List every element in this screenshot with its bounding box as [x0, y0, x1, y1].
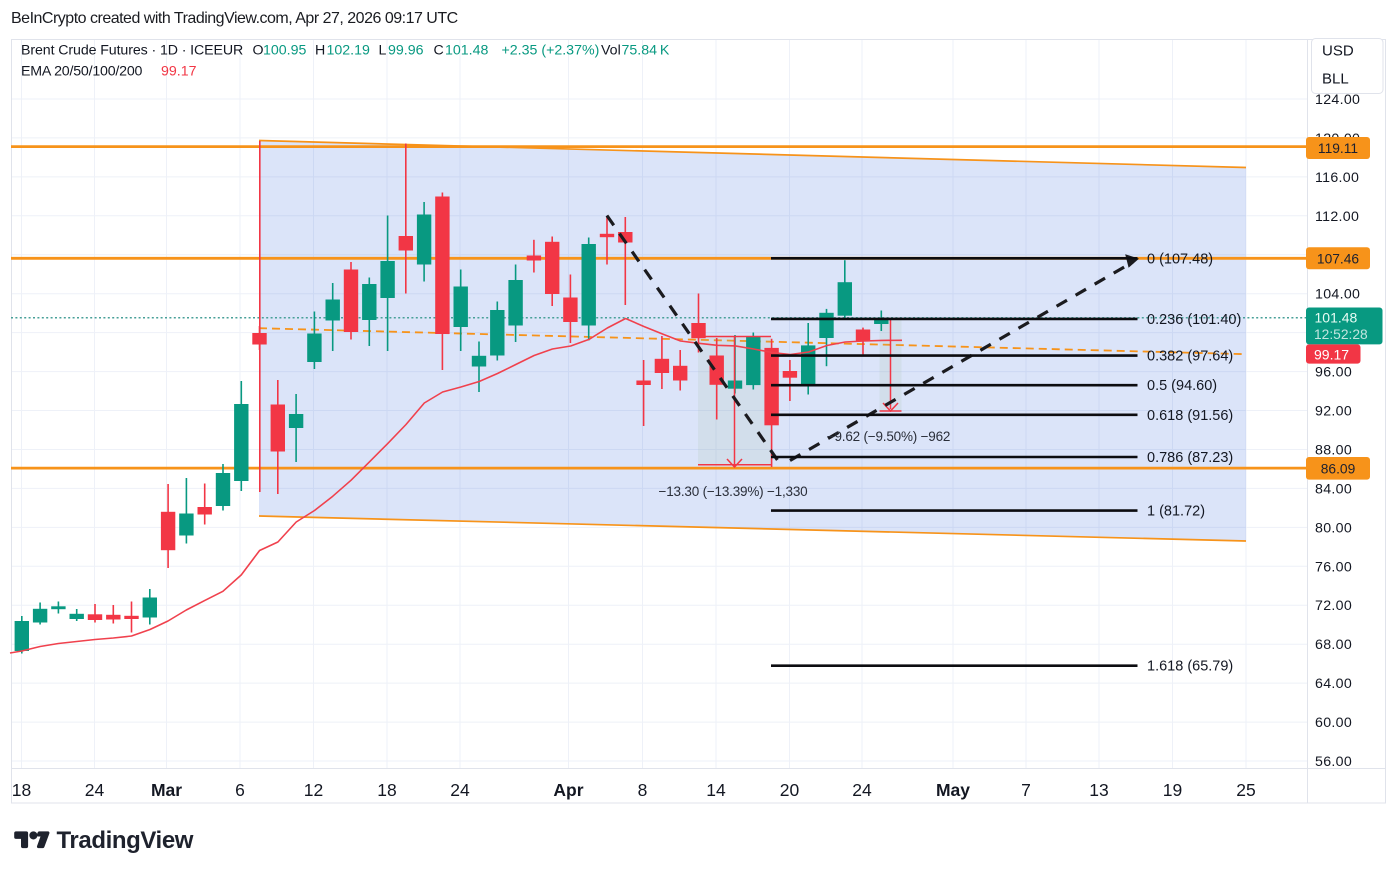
- svg-text:0 (107.48): 0 (107.48): [1147, 251, 1213, 267]
- svg-text:24: 24: [450, 780, 470, 800]
- svg-text:1.618 (65.79): 1.618 (65.79): [1147, 659, 1233, 675]
- svg-text:18: 18: [377, 780, 396, 800]
- svg-text:116.00: 116.00: [1315, 170, 1359, 186]
- svg-text:99.96: 99.96: [388, 43, 424, 59]
- svg-text:19: 19: [1163, 780, 1182, 800]
- svg-text:24: 24: [85, 780, 105, 800]
- svg-text:124.00: 124.00: [1315, 92, 1360, 108]
- svg-text:119.11: 119.11: [1318, 141, 1358, 156]
- svg-text:−9.62 (−9.50%) −962: −9.62 (−9.50%) −962: [827, 429, 950, 444]
- svg-text:86.09: 86.09: [1321, 461, 1356, 476]
- svg-text:64.00: 64.00: [1315, 676, 1352, 692]
- svg-text:24: 24: [852, 780, 872, 800]
- svg-text:1 (81.72): 1 (81.72): [1147, 504, 1205, 520]
- svg-text:12: 12: [304, 780, 323, 800]
- svg-text:6: 6: [235, 780, 245, 800]
- svg-text:USD: USD: [1322, 43, 1354, 60]
- svg-text:May: May: [936, 780, 970, 800]
- svg-text:BeInCrypto created with Tradin: BeInCrypto created with TradingView.com,…: [11, 10, 458, 27]
- svg-text:Vol: Vol: [601, 43, 621, 59]
- svg-text:107.46: 107.46: [1317, 251, 1360, 266]
- svg-text:BLL: BLL: [1322, 71, 1349, 88]
- svg-text:101.48: 101.48: [445, 43, 489, 59]
- svg-text:25: 25: [1236, 780, 1255, 800]
- svg-text:72.00: 72.00: [1315, 598, 1352, 614]
- svg-text:101.48: 101.48: [1315, 309, 1358, 325]
- svg-text:88.00: 88.00: [1315, 442, 1352, 458]
- svg-text:60.00: 60.00: [1315, 715, 1352, 731]
- svg-text:12:52:28: 12:52:28: [1314, 327, 1368, 342]
- svg-text:112.00: 112.00: [1315, 209, 1359, 225]
- svg-text:14: 14: [706, 780, 726, 800]
- svg-text:99.17: 99.17: [161, 64, 197, 80]
- svg-text:56.00: 56.00: [1315, 754, 1352, 770]
- svg-text:0.5 (94.60): 0.5 (94.60): [1147, 378, 1217, 394]
- svg-text:75.84 K: 75.84 K: [622, 43, 670, 59]
- svg-text:104.00: 104.00: [1315, 287, 1360, 303]
- svg-text:0.786 (87.23): 0.786 (87.23): [1147, 450, 1233, 466]
- svg-text:−13.30 (−13.39%) −1,330: −13.30 (−13.39%) −1,330: [659, 484, 808, 499]
- svg-text:13: 13: [1089, 780, 1108, 800]
- svg-text:92.00: 92.00: [1315, 404, 1352, 420]
- svg-text:20: 20: [780, 780, 800, 800]
- svg-text:102.19: 102.19: [327, 43, 371, 59]
- svg-text:0.382 (97.64): 0.382 (97.64): [1147, 349, 1233, 365]
- svg-text:84.00: 84.00: [1315, 481, 1352, 497]
- svg-text:80.00: 80.00: [1315, 520, 1352, 536]
- svg-text:C: C: [434, 43, 444, 59]
- svg-text:7: 7: [1021, 780, 1031, 800]
- svg-text:Brent Crude Futures · 1D · ICE: Brent Crude Futures · 1D · ICEEUR: [21, 43, 243, 59]
- svg-text:68.00: 68.00: [1315, 637, 1352, 653]
- svg-text:8: 8: [638, 780, 648, 800]
- svg-text:0.618 (91.56): 0.618 (91.56): [1147, 408, 1233, 424]
- svg-text:TradingView: TradingView: [57, 827, 194, 854]
- svg-text:96.00: 96.00: [1315, 365, 1352, 381]
- svg-text:Apr: Apr: [553, 780, 583, 800]
- svg-text:Mar: Mar: [151, 780, 182, 800]
- svg-text:H: H: [315, 43, 325, 59]
- svg-text:L: L: [379, 43, 387, 59]
- svg-text:0.236 (101.40): 0.236 (101.40): [1147, 312, 1241, 328]
- svg-text:EMA 20/50/100/200: EMA 20/50/100/200: [21, 64, 143, 80]
- svg-text:76.00: 76.00: [1315, 559, 1352, 575]
- svg-text:18: 18: [12, 780, 31, 800]
- svg-text:+2.35 (+2.37%): +2.35 (+2.37%): [502, 43, 600, 59]
- svg-text:99.17: 99.17: [1314, 346, 1349, 362]
- svg-text:O: O: [253, 43, 264, 59]
- svg-text:100.95: 100.95: [263, 43, 307, 59]
